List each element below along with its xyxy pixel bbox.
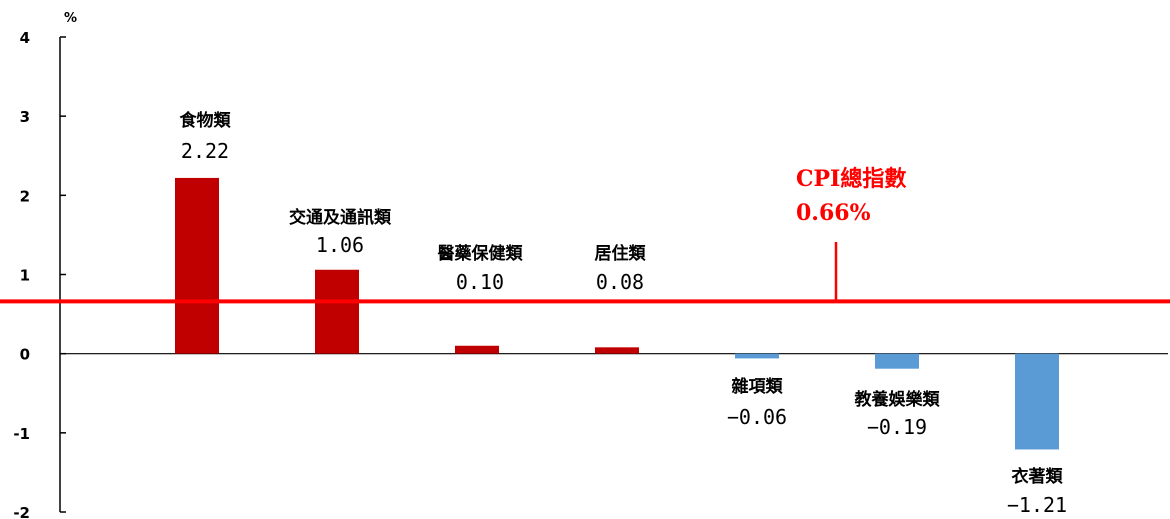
cpi-value-label: 0.66% [796,200,871,226]
y-tick-label: 2 [20,187,30,205]
value-label: −0.19 [867,415,927,439]
value-label: 2.22 [181,139,229,163]
y-tick-label: -2 [13,504,30,519]
y-tick-label: 0 [20,346,30,364]
bars [175,177,1059,450]
bar [875,353,919,369]
y-unit-label: % [64,11,77,26]
y-tick-label: 4 [20,29,30,47]
bar [455,345,499,354]
bar [1015,353,1059,450]
value-label: 1.06 [316,233,364,257]
y-tick-label: 1 [20,267,30,285]
bar [595,347,639,354]
y-tick-label: -1 [13,425,30,443]
category-label: 居住類 [595,243,647,264]
axes: % 4 3 2 1 0 -1 -2 [13,11,1168,519]
cpi-name-label: CPI總指數 [796,166,906,192]
reference-line-group: CPI總指數 0.66% [0,166,1170,304]
category-label: 衣著類 [1012,466,1064,487]
bar [315,269,359,354]
value-label: −1.21 [1007,493,1067,517]
category-label: 交通及通訊類 [289,207,392,228]
bar [735,353,779,359]
bar [175,177,219,354]
y-tick-label: 3 [20,108,30,126]
labels: 食物類 2.22 交通及通訊類 1.06 醫藥保健類 0.10 居住類 0.08 雜項類 −0.0… [180,110,1068,517]
category-label: 食物類 [180,110,232,131]
value-label: 0.08 [596,270,644,294]
category-label: 雜項類 [732,376,784,397]
category-label: 教養娛樂類 [854,389,941,410]
value-label: −0.06 [727,405,787,429]
value-label: 0.10 [456,270,504,294]
category-label: 醫藥保健類 [438,243,524,264]
